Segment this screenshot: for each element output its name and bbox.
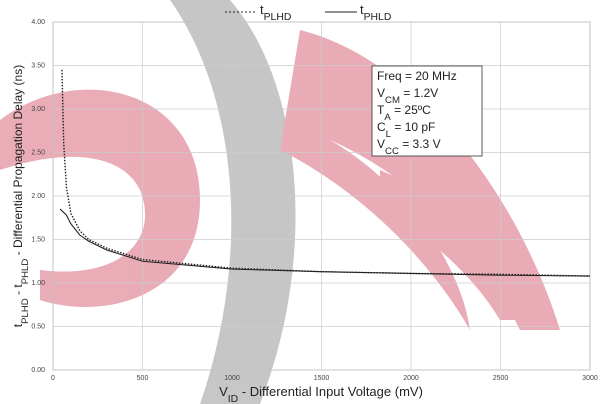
y-axis-label-part: t xyxy=(11,323,25,327)
annotation-line: VCM = 1.2V xyxy=(377,86,438,106)
legend-label: tPHLD xyxy=(360,2,391,23)
x-tick-label: 1000 xyxy=(224,375,240,382)
x-tick-label: 1500 xyxy=(314,375,330,382)
annotation-line-part: V xyxy=(377,137,385,151)
annotation-line-part: = 1.2V xyxy=(400,86,438,100)
legend-label-part: t xyxy=(260,2,264,17)
y-tick-label: 3.00 xyxy=(31,106,45,113)
x-axis-label: VID - Differential Input Voltage (mV) xyxy=(219,384,423,404)
x-tick-label: 2500 xyxy=(493,375,509,382)
y-tick-label: 0.00 xyxy=(31,367,45,374)
y-axis-label-part: PHLD xyxy=(20,259,31,285)
annotation-line-part: C xyxy=(377,120,386,134)
y-axis-label: tPLHD - tPHLD - Differential Propagation… xyxy=(11,65,31,327)
annotation-line-part: CC xyxy=(385,146,399,157)
annotation-line: TA = 25ºC xyxy=(377,103,431,123)
y-axis-label-part: - Differential Propagation Delay (ns) xyxy=(11,65,25,259)
x-axis-label-part: V xyxy=(219,384,228,399)
legend-label-part: PLHD xyxy=(264,12,292,23)
x-tick-label: 2000 xyxy=(403,375,419,382)
annotation-line: CL = 10 pF xyxy=(377,120,435,140)
annotation-line: VCC = 3.3 V xyxy=(377,137,441,157)
annotation-line-part: L xyxy=(386,129,392,140)
legend-label-part: t xyxy=(360,2,364,17)
x-tick-label: 3000 xyxy=(582,375,598,382)
annotation-box xyxy=(371,65,483,157)
x-axis-label-part: ID xyxy=(228,394,238,404)
annotation-line-part: = 3.3 V xyxy=(399,137,441,151)
y-axis-label-part: - t xyxy=(11,284,25,299)
annotation-line-part: Freq = 20 MHz xyxy=(377,69,457,83)
y-tick-label: 2.50 xyxy=(31,150,45,157)
watermark xyxy=(0,0,560,404)
legend-label: tPLHD xyxy=(260,2,291,23)
x-axis-label-part: - Differential Input Voltage (mV) xyxy=(238,384,423,399)
annotation-line-part: V xyxy=(377,86,385,100)
y-axis-label-part: PLHD xyxy=(20,298,31,324)
y-tick-label: 2.00 xyxy=(31,193,45,200)
y-tick-label: 0.50 xyxy=(31,324,45,331)
y-tick-label: 1.00 xyxy=(31,280,45,287)
y-tick-label: 3.50 xyxy=(31,63,45,70)
annotation-line-part: = 25ºC xyxy=(391,103,431,117)
annotation-line-part: A xyxy=(384,112,391,123)
annotation-line-part: = 10 pF xyxy=(391,120,435,134)
x-tick-label: 500 xyxy=(137,375,149,382)
annotation-line-part: T xyxy=(377,103,385,117)
series-line xyxy=(59,208,591,277)
series-line xyxy=(61,69,591,277)
y-tick-label: 4.00 xyxy=(31,19,45,26)
legend-label-part: PHLD xyxy=(364,12,392,23)
x-tick-label: 0 xyxy=(51,375,55,382)
annotation-line: Freq = 20 MHz xyxy=(377,69,457,83)
annotation-line-part: CM xyxy=(385,95,400,106)
y-tick-label: 1.50 xyxy=(31,237,45,244)
